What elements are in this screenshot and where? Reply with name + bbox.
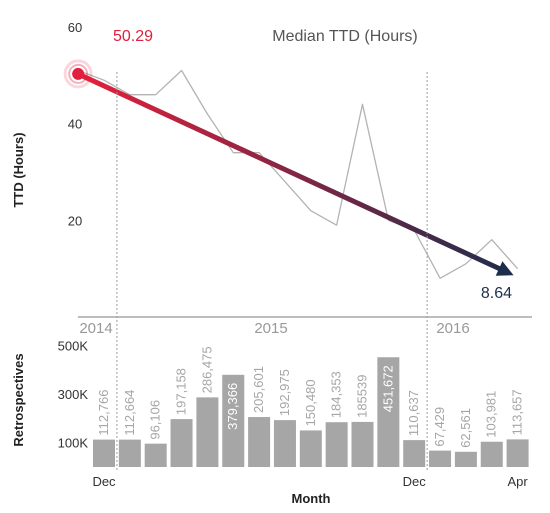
bar-value-label: 67,429 — [432, 407, 447, 447]
trend-start-halo-outer — [63, 59, 93, 89]
bar-value-label: 112,664 — [122, 390, 137, 436]
retrospectives-bar — [144, 443, 167, 467]
bar-x-axis-label: Month — [292, 491, 331, 506]
retrospectives-bar — [273, 420, 296, 467]
ttd-median-line — [77, 69, 519, 279]
retrospectives-bar — [93, 439, 115, 467]
bar-value-label: 150,480 — [303, 379, 318, 426]
line-chart-title: Median TTD (Hours) — [272, 28, 418, 45]
trend-arrow-line — [75, 71, 502, 272]
year-label: 2016 — [436, 320, 469, 337]
retrospectives-bar — [299, 430, 322, 467]
retrospectives-bar — [196, 397, 219, 467]
retrospectives-bar — [454, 451, 477, 467]
bar-value-label: 197,158 — [174, 368, 189, 415]
bar-value-label: 112,766 — [96, 390, 111, 436]
retrospectives-bar — [248, 417, 271, 467]
bar-value-label: 205,601 — [251, 366, 266, 413]
retrospectives-bar — [429, 450, 452, 467]
retrospectives-bar — [506, 439, 529, 467]
bar-value-label: 103,981 — [484, 391, 499, 438]
line-y-tick-label: 60 — [68, 20, 82, 35]
bar-y-tick-label: 300K — [58, 387, 89, 402]
retrospectives-bar — [222, 374, 245, 467]
bar-value-label: 192,975 — [277, 369, 292, 416]
retrospectives-bar — [325, 422, 348, 467]
ttd-line-chart: Median TTD (Hours) TTD (Hours) 20 40 60 50… — [11, 20, 519, 302]
bar-value-label: 185539 — [355, 375, 370, 418]
bar-y-axis-label: Retrospectives — [11, 353, 26, 446]
year-label: 2015 — [254, 320, 287, 337]
bar-value-label: 286,475 — [199, 346, 214, 393]
line-y-tick-label: 20 — [68, 213, 82, 228]
retrospectives-bar — [118, 439, 141, 467]
bar-y-tick-label: 100K — [58, 436, 89, 451]
trend-start-label: 50.29 — [113, 28, 153, 45]
retrospectives-bar-chart: 2014 2015 2016 Retrospectives 100K 300K 500K… — [11, 320, 529, 506]
bar-x-tick-label: Apr — [507, 474, 528, 489]
year-label: 2014 — [79, 320, 112, 337]
trend-start-halo-inner — [68, 63, 89, 84]
line-y-tick-label: 40 — [68, 117, 82, 132]
bar-x-tick-label: Dec — [403, 474, 427, 489]
bar-x-tick-label: Dec — [92, 474, 116, 489]
retrospectives-bar — [480, 441, 503, 467]
bar-value-label: 451,672 — [380, 365, 395, 412]
bar-value-label: 184,353 — [329, 371, 344, 418]
bar-y-tick-label: 500K — [58, 339, 89, 354]
retrospectives-bar — [170, 419, 193, 467]
line-y-axis-label: TTD (Hours) — [11, 132, 26, 207]
retrospectives-bar — [403, 440, 426, 467]
bar-value-label: 113,657 — [510, 389, 525, 435]
trend-end-label: 8.64 — [481, 285, 512, 302]
retrospectives-bar — [377, 357, 400, 467]
trend-start-dot — [72, 67, 85, 80]
bar-value-label: 96,106 — [148, 400, 163, 440]
bar-value-label: 62,561 — [458, 408, 473, 448]
bar-value-label: 379,366 — [225, 383, 240, 430]
retrospectives-bar — [351, 421, 374, 467]
bar-value-label: 110,637 — [406, 390, 421, 436]
trend-arrow-head — [495, 261, 514, 276]
